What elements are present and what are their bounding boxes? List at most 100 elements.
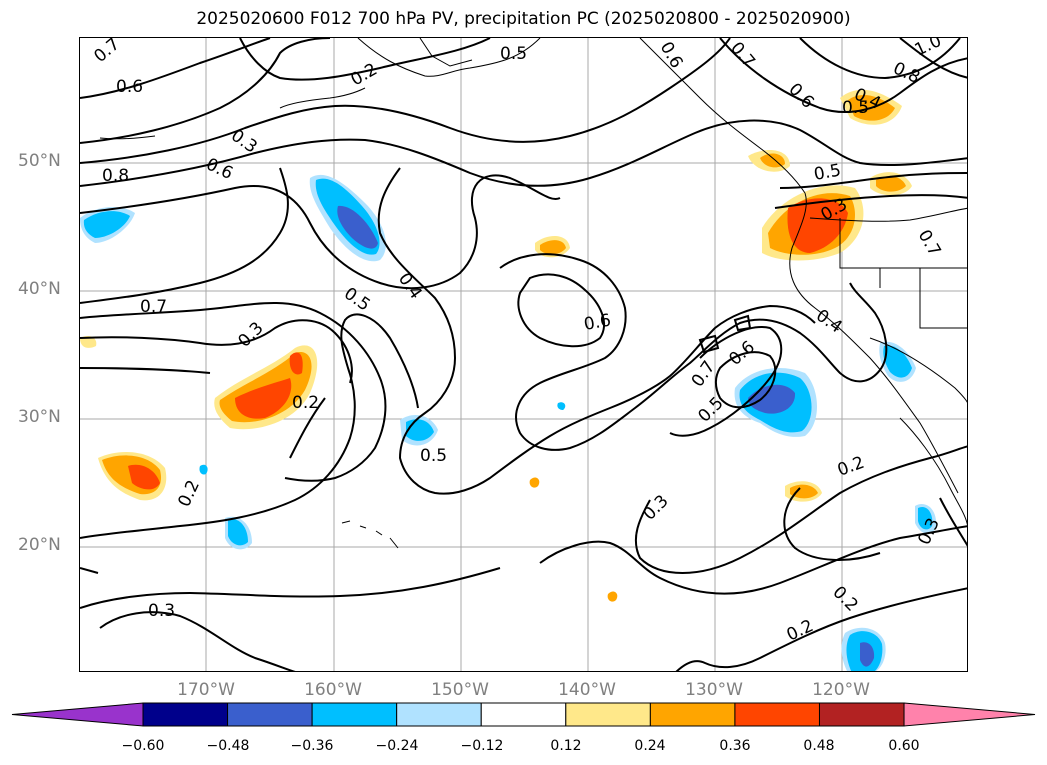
- pv-contour: [799, 38, 961, 80]
- precip-blob: [128, 464, 160, 490]
- pv-contour: [80, 174, 561, 290]
- contour-label: 0.8: [890, 58, 923, 88]
- lat-label-40n: 40°N: [18, 279, 61, 299]
- contour-label: 0.2: [292, 393, 319, 413]
- precip-blob: [337, 205, 378, 249]
- contour-label: 0.6: [116, 77, 143, 97]
- coastline: [899, 417, 967, 525]
- pv-contour: [80, 567, 99, 574]
- colorbar-segment: [649, 702, 736, 727]
- contour-label: 0.7: [140, 297, 167, 317]
- lat-label-30n: 30°N: [18, 407, 61, 427]
- colorbar-tick: 0.60: [888, 738, 920, 754]
- pv-contour: [80, 367, 326, 459]
- colorbar-extend-high: [903, 702, 1036, 727]
- contour-label: 0.4: [812, 306, 846, 338]
- pv-contour: [80, 313, 419, 539]
- island: [99, 135, 156, 140]
- contour-label: 0.6: [582, 311, 612, 335]
- lon-label-160w: 160°W: [304, 680, 362, 700]
- lat-label-50n: 50°N: [18, 151, 61, 171]
- graticule: [80, 38, 967, 671]
- pv-contour: [783, 487, 881, 561]
- contour-label: 0.3: [234, 318, 267, 351]
- colorbar-tick: 0.24: [634, 738, 666, 754]
- precip-blob: [918, 506, 933, 530]
- contour-label: 0.8: [102, 166, 129, 186]
- coastline: [789, 192, 959, 494]
- lon-label-130w: 130°W: [685, 680, 743, 700]
- coastlines: [99, 38, 967, 549]
- lon-label-150w: 150°W: [431, 680, 489, 700]
- island: [419, 38, 473, 67]
- precip-blob: [235, 378, 292, 419]
- contour-label: 0.5: [340, 284, 374, 316]
- pv-contour: [719, 38, 967, 114]
- precip-blob: [787, 198, 848, 253]
- contour-label: 0.6: [656, 39, 687, 72]
- pv-contour: [99, 611, 296, 671]
- colorbar-tick: −0.60: [121, 738, 165, 754]
- precip-blob: [790, 484, 818, 499]
- precip-blob: [80, 335, 97, 348]
- precip-blob: [607, 591, 618, 602]
- contour-label: 0.6: [725, 337, 759, 370]
- contour-label: 0.7: [90, 38, 124, 67]
- precip-blob: [883, 345, 912, 378]
- contour-label: 0.2: [828, 582, 861, 615]
- colorbar-tick: −0.24: [375, 738, 419, 754]
- colorbar-tick: −0.36: [290, 738, 334, 754]
- precip-blob: [748, 384, 796, 414]
- colorbar-segment: [227, 702, 313, 727]
- island: [279, 87, 366, 109]
- contour-label: 0.7: [914, 227, 945, 260]
- contour-label: 0.3: [639, 491, 672, 524]
- colorbar-tick: −0.48: [206, 738, 250, 754]
- coastline: [357, 38, 541, 77]
- pv-contour: [239, 38, 491, 81]
- pv-contour: [499, 253, 888, 451]
- contour-label: 0.3: [148, 601, 175, 621]
- precip-blob: [540, 240, 566, 255]
- colorbar-tick: 0.12: [550, 738, 582, 754]
- contour-label: 0.2: [348, 59, 381, 90]
- pv-contour: [539, 525, 967, 595]
- contour-label: 0.2: [784, 616, 817, 646]
- pv-contour: [779, 172, 967, 189]
- colorbar-segment: [396, 702, 482, 727]
- lon-label-170w: 170°W: [177, 680, 235, 700]
- pv-contour: [80, 302, 387, 482]
- precip-blob: [228, 519, 248, 546]
- contour-label: 0.5: [420, 446, 447, 466]
- pv-contour: [80, 38, 331, 144]
- colorbar-segment: [734, 702, 820, 727]
- precip-blob: [289, 352, 303, 375]
- pv-contour: [698, 334, 720, 354]
- pv-contour: [774, 194, 967, 209]
- map-panel: 0.7 0.6 0.2 0.5 0.6 0.7 1.0 0.8 0.6 0.4 …: [79, 37, 968, 672]
- contour-label: 0.2: [174, 477, 204, 510]
- colorbar-segment: [565, 702, 651, 727]
- colorbar-tick: −0.12: [460, 738, 504, 754]
- precip-blob: [199, 464, 208, 475]
- colorbar-tick: 0.48: [803, 738, 835, 754]
- pv-contour: [939, 497, 967, 547]
- colorbar-segments: [11, 702, 1036, 727]
- island: [341, 520, 399, 549]
- pv-contour: [80, 167, 289, 304]
- precip-blob: [860, 642, 875, 667]
- precip-shading: [80, 89, 937, 671]
- contour-label: 0.6: [784, 79, 817, 112]
- lat-label-20n: 20°N: [18, 535, 61, 555]
- pv-contour: [733, 314, 752, 332]
- contour-label-layer: 0.7 0.6 0.2 0.5 0.6 0.7 1.0 0.8 0.6 0.4 …: [90, 38, 944, 646]
- map-canvas: 0.7 0.6 0.2 0.5 0.6 0.7 1.0 0.8 0.6 0.4 …: [80, 38, 967, 671]
- lon-label-120w: 120°W: [812, 680, 870, 700]
- contour-label: 0.5: [842, 98, 869, 118]
- colorbar-extend-low: [11, 702, 144, 727]
- pv-contour: [80, 38, 731, 164]
- precip-blob: [83, 211, 130, 238]
- colorbar-segment: [480, 702, 567, 727]
- pv-contour: [669, 326, 783, 437]
- colorbar-segment: [311, 702, 398, 727]
